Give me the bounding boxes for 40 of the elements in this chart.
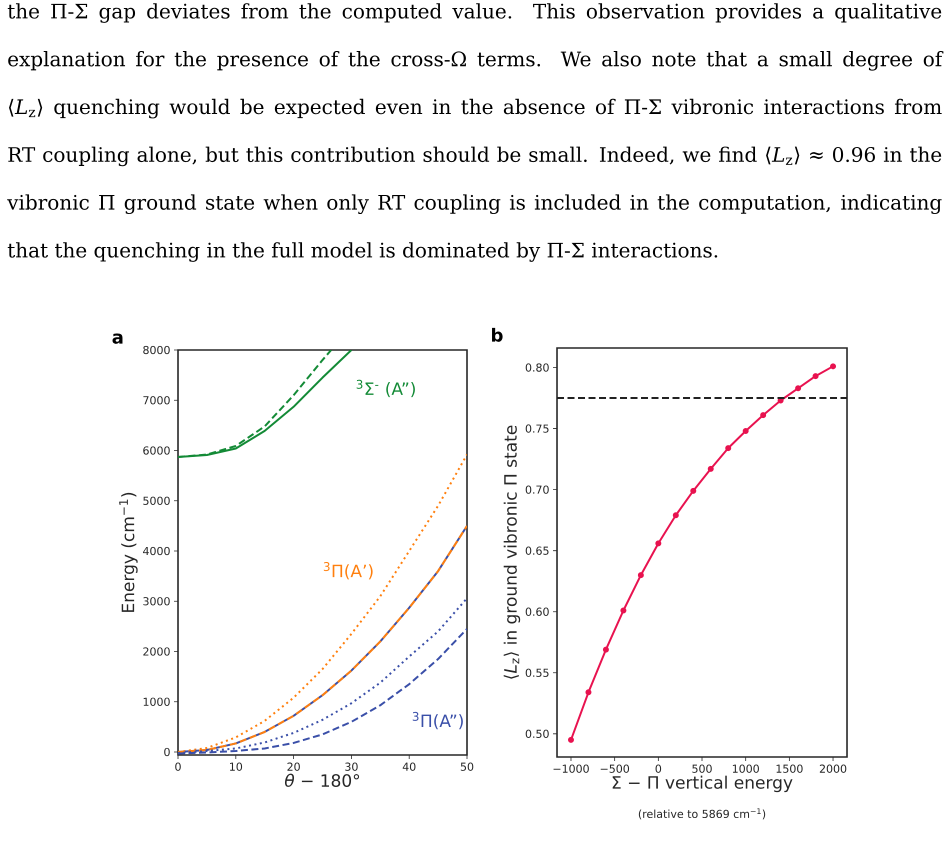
y-tick-label: 5000	[143, 496, 170, 505]
y-tick-label: 0.55	[526, 668, 549, 677]
x-tick-label: 0	[175, 762, 181, 771]
y-tick-label: 0.75	[526, 424, 549, 433]
y-tick-label: 0	[164, 748, 170, 756]
x-tick-label: 1000	[732, 764, 759, 773]
x-tick-label: 2000	[820, 764, 846, 773]
y-tick-label: 0.80	[526, 363, 549, 372]
y-tick-label: 8000	[143, 346, 170, 354]
x-axis-title: Σ − Π vertical energy	[612, 776, 793, 792]
y-tick-label: 0.50	[526, 730, 549, 738]
x-tick-label: 20	[287, 762, 300, 771]
x-tick-label: 40	[402, 762, 416, 771]
annotation: $^{3}$Σ$^{-}$ (A”)	[356, 380, 415, 398]
y-tick-label: 2000	[143, 647, 170, 656]
chart-title: a	[112, 333, 122, 344]
chart-title: b	[492, 328, 503, 342]
y-axis-title: Energy (cm$^{−1}$)	[119, 492, 138, 612]
annotation: $^{3}$Π(A’)	[324, 562, 373, 580]
text: (relative to 5869 cm$^{−1}$)	[638, 808, 766, 820]
x-tick-label: 0	[656, 764, 662, 773]
x-tick-label: 1500	[776, 764, 803, 773]
y-tick-label: 0.60	[526, 608, 549, 616]
y-tick-label: 3000	[143, 597, 170, 606]
y-tick-label: 4000	[143, 546, 170, 556]
x-axis-title: θ − 180°	[284, 774, 360, 787]
y-tick-label: 0.70	[526, 485, 549, 494]
y-axis-title: ⟨L$_{z}$⟩ in ground vibronic Π state	[504, 426, 520, 679]
text: the Π-Σ gap deviates from the computed value. This observation provides a qualitative explanation for the presence of the cross-Ω terms. We also note that a small degree of ⟨L$_{z}$⟩ quenching would be expected even in the absence of Π-Σ vibronic interactions from RT coupling alone, but this contribution should be small. Indeed, we find ⟨L$_{z}$⟩ ≈ 0.96 in the vibronic Π ground state when only RT coupling is included in the computation, indicating that the quenching in the full model is dominated by Π-Σ interactions.	[7, 3, 944, 262]
x-tick-label: −1000	[554, 764, 589, 773]
y-tick-label: 7000	[143, 396, 170, 404]
x-tick-label: 500	[692, 764, 712, 773]
x-tick-label: 50	[460, 762, 474, 771]
y-tick-label: 1000	[144, 698, 170, 706]
x-tick-label: 10	[230, 762, 242, 771]
x-tick-label: −500	[600, 764, 630, 773]
y-tick-label: 6000	[143, 446, 170, 455]
annotation: $^{3}$Π(A”)	[412, 712, 463, 730]
x-tick-label: 30	[345, 762, 358, 771]
y-tick-label: 0.65	[526, 546, 549, 555]
